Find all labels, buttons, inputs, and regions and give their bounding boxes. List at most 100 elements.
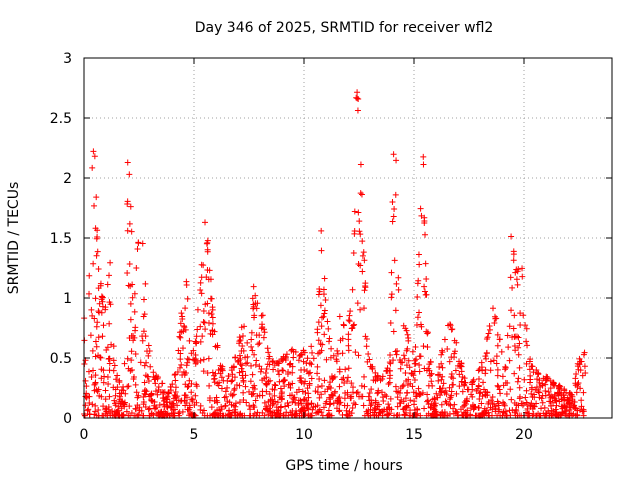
data-point	[86, 272, 93, 279]
data-point	[574, 407, 581, 414]
data-point	[317, 302, 324, 309]
data-point	[348, 395, 355, 402]
data-point	[444, 346, 451, 353]
data-point	[170, 410, 177, 417]
data-point	[507, 386, 514, 393]
data-point	[184, 384, 191, 391]
data-point	[242, 360, 249, 367]
data-point	[95, 265, 102, 272]
data-point	[198, 274, 205, 281]
data-point	[238, 365, 245, 372]
data-point	[292, 399, 299, 406]
data-point	[110, 343, 117, 350]
data-point	[535, 388, 542, 395]
data-point	[378, 389, 385, 396]
data-point	[335, 395, 342, 402]
data-point	[348, 380, 355, 387]
data-point	[420, 153, 427, 160]
data-point	[504, 332, 511, 339]
data-point	[327, 400, 334, 407]
data-point	[128, 357, 135, 364]
data-point	[163, 395, 170, 402]
data-point	[416, 390, 423, 397]
data-point	[92, 408, 99, 415]
data-point	[458, 368, 465, 375]
data-point	[531, 391, 538, 398]
data-point	[502, 364, 509, 371]
data-point	[513, 276, 520, 283]
data-point	[482, 355, 489, 362]
data-point	[519, 400, 526, 407]
data-point	[415, 385, 422, 392]
data-point	[405, 337, 412, 344]
data-point	[387, 351, 394, 358]
data-point	[540, 375, 547, 382]
data-point	[127, 203, 134, 210]
data-point	[450, 405, 457, 412]
data-point	[259, 321, 266, 328]
data-point	[297, 375, 304, 382]
data-point	[459, 403, 466, 410]
data-point	[184, 406, 191, 413]
data-point	[431, 395, 438, 402]
data-point	[200, 319, 207, 326]
data-point	[416, 309, 423, 316]
data-point	[95, 406, 102, 413]
data-point	[411, 407, 418, 414]
data-point	[301, 366, 308, 373]
data-point	[482, 353, 489, 360]
data-point	[202, 301, 209, 308]
data-point	[363, 335, 370, 342]
data-point	[315, 384, 322, 391]
data-point	[299, 388, 306, 395]
data-point	[511, 342, 518, 349]
data-point	[183, 394, 190, 401]
grid-lines	[84, 58, 612, 418]
data-point	[333, 356, 340, 363]
data-point	[242, 354, 249, 361]
data-point	[86, 410, 93, 417]
data-point	[287, 361, 294, 368]
data-point	[392, 348, 399, 355]
data-point	[580, 406, 587, 413]
data-point	[258, 312, 265, 319]
data-point	[106, 320, 113, 327]
data-point	[185, 383, 192, 390]
data-point	[402, 370, 409, 377]
data-point	[308, 375, 315, 382]
data-point	[358, 382, 365, 389]
data-point	[310, 355, 317, 362]
data-point	[218, 385, 225, 392]
data-point	[423, 276, 430, 283]
y-axis-label: SRMTID / TECUs	[6, 182, 22, 295]
data-point	[475, 383, 482, 390]
data-point	[403, 403, 410, 410]
data-point	[128, 366, 135, 373]
data-point	[548, 407, 555, 414]
data-point	[351, 321, 358, 328]
data-point	[372, 377, 379, 384]
data-point	[508, 307, 515, 314]
data-point	[243, 399, 250, 406]
data-point	[271, 381, 278, 388]
data-point	[534, 376, 541, 383]
data-point	[494, 372, 501, 379]
data-point	[523, 325, 530, 332]
data-point	[435, 371, 442, 378]
data-point	[388, 294, 395, 301]
data-point	[100, 367, 107, 374]
data-point	[145, 352, 152, 359]
data-point	[276, 371, 283, 378]
data-point	[425, 365, 432, 372]
data-point	[290, 354, 297, 361]
data-point	[480, 379, 487, 386]
data-point	[140, 398, 147, 405]
data-point	[485, 330, 492, 337]
x-tick-label: 10	[295, 427, 313, 443]
data-point	[194, 306, 201, 313]
data-point	[84, 407, 91, 414]
data-point	[418, 212, 425, 219]
data-point	[186, 356, 193, 363]
data-point	[238, 348, 245, 355]
data-point	[127, 300, 134, 307]
